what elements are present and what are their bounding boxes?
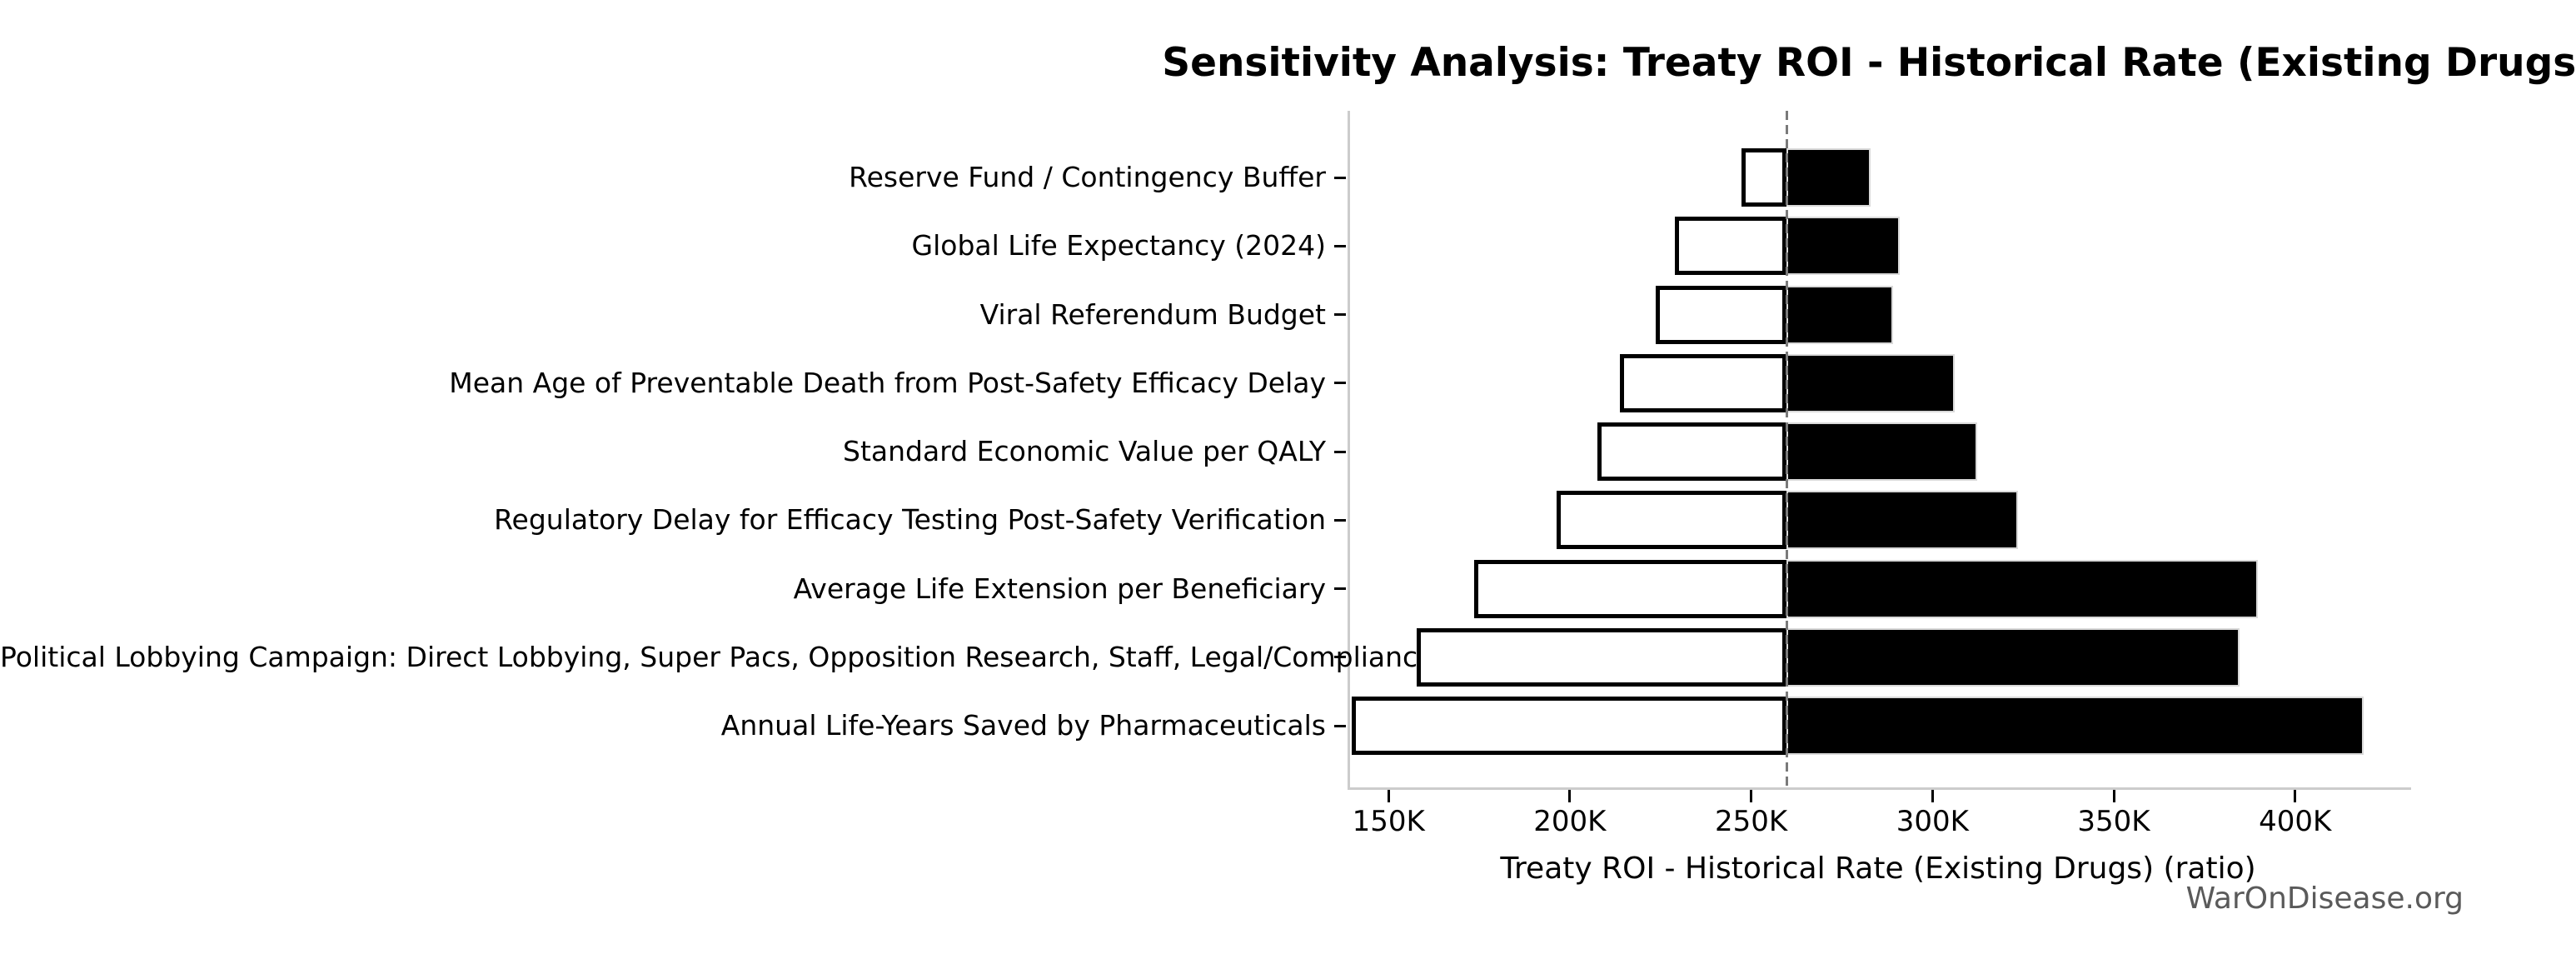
x-tick-mark (1750, 790, 1753, 802)
high-bar (1786, 559, 2259, 618)
chart-title: Sensitivity Analysis: Treaty ROI - Histo… (1162, 40, 2576, 86)
x-axis-label: Treaty ROI - Historical Rate (Existing D… (1500, 852, 2256, 886)
y-tick-mark (1334, 656, 1346, 659)
baseline-dashed-line (1785, 111, 1788, 787)
low-bar (1619, 353, 1787, 412)
x-tick-label: 200K (1533, 805, 1607, 838)
y-category-label: Global Life Expectancy (2024) (911, 229, 1326, 262)
y-tick-mark (1334, 313, 1346, 316)
y-tick-mark (1334, 518, 1346, 522)
low-bar (1473, 559, 1787, 618)
y-category-label: Annual Life-Years Saved by Pharmaceutica… (720, 709, 1326, 742)
y-category-label: Reserve Fund / Contingency Buffer (849, 161, 1326, 193)
y-category-label: Regulatory Delay for Efficacy Testing Po… (494, 503, 1326, 537)
y-tick-mark (1334, 244, 1346, 247)
low-bar (1416, 627, 1787, 687)
x-tick-mark (1931, 790, 1934, 802)
x-tick-label: 400K (2259, 805, 2332, 838)
low-bar (1656, 285, 1787, 344)
high-bar (1786, 285, 1894, 344)
low-bar (1674, 217, 1787, 276)
low-bar (1352, 697, 1787, 755)
high-bar (1786, 627, 2240, 687)
x-tick-label: 300K (1896, 805, 1969, 838)
x-tick-mark (2294, 790, 2297, 802)
y-tick-mark (1334, 587, 1346, 590)
high-bar (1786, 353, 1955, 412)
low-bar (1557, 491, 1787, 550)
low-bar (1741, 148, 1787, 207)
high-bar (1786, 491, 2019, 550)
y-category-label: Average Life Extension per Beneficiary (793, 572, 1326, 605)
y-tick-mark (1334, 450, 1346, 453)
plot-area (1348, 111, 2411, 790)
y-tick-mark (1334, 176, 1346, 179)
y-tick-mark (1334, 382, 1346, 385)
y-category-label: Mean Age of Preventable Death from Post-… (449, 366, 1326, 399)
watermark-text: WarOnDisease.org (2185, 882, 2464, 916)
y-category-label: Viral Referendum Budget (979, 297, 1326, 331)
y-category-label: Political Lobbying Campaign: Direct Lobb… (0, 640, 1435, 673)
x-tick-label: 250K (1714, 805, 1788, 838)
x-tick-label: 350K (2077, 805, 2150, 838)
x-tick-label: 150K (1352, 805, 1425, 838)
high-bar (1786, 148, 1871, 207)
x-tick-mark (1568, 790, 1572, 802)
x-tick-mark (1387, 790, 1390, 802)
high-bar (1786, 422, 1977, 481)
high-bar (1786, 217, 1900, 276)
y-category-label: Standard Economic Value per QALY (843, 435, 1326, 467)
low-bar (1597, 422, 1787, 481)
high-bar (1786, 697, 2364, 755)
y-tick-mark (1334, 724, 1346, 727)
x-tick-mark (2112, 790, 2115, 802)
